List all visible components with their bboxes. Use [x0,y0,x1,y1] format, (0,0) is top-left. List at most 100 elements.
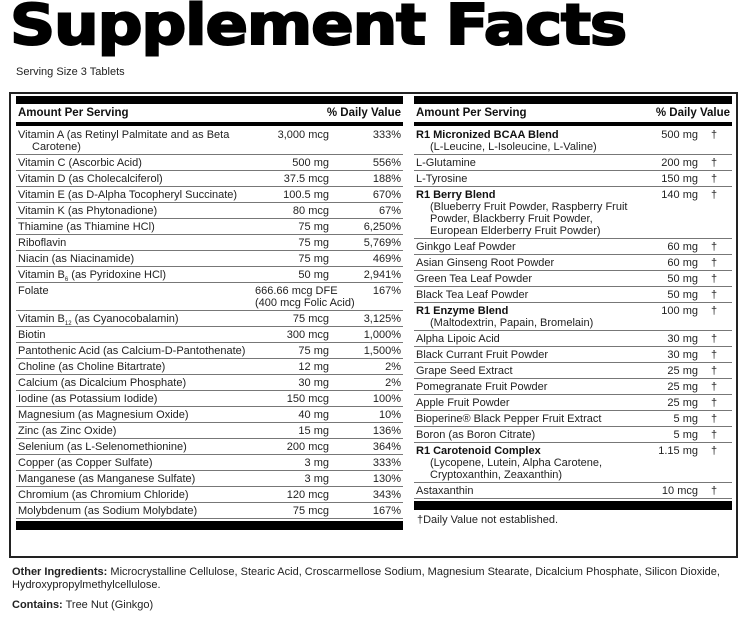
daily-value: 6,250% [363,221,401,233]
dagger-icon: † [710,157,718,169]
amount-value: 15 mg [298,425,329,437]
amount: 140 mg [661,189,698,201]
daily-value: 333% [372,457,401,469]
ingredient-name: L-Tyrosine [416,173,636,185]
nutrient-name: Niacin (as Niacinamide) [18,253,257,265]
name-part: L-Tyrosine [416,173,468,185]
blend-components: (Maltodextrin, Papain, Bromelain) [430,317,594,329]
footnote: †Daily Value not established. [417,514,559,526]
amount: 300 mcg [257,329,329,341]
blends-rows: R1 Micronized BCAA Blend (L-Leucine, L-Is… [414,127,732,499]
table-header: Amount Per Serving % Daily Value [414,104,732,122]
amount: 15 mg [257,425,329,437]
table-row: Black Tea Leaf Powder 50 mg † [414,287,732,303]
daily-value: 67% [378,205,401,217]
name-part: Bioperine® Black Pepper Fruit Extract [416,413,602,425]
table-row: Manganese (as Manganese Sulfate) 3 mg 130% [16,471,403,487]
name-part: Calcium (as Dicalcium Phosphate) [18,377,187,389]
table-row: Folate 666.66 mcg DFE (400 mcg Folic Acid)… [16,283,403,311]
table-row: Vitamin C (Ascorbic Acid) 500 mg 556% [16,155,403,171]
daily-value: 130% [372,473,401,485]
amount-note: (400 mcg Folic Acid) [255,297,355,309]
name-part: Thiamine (as Thiamine HCl) [18,221,155,233]
nutrient-name: Manganese (as Manganese Sulfate) [18,473,257,485]
dagger-icon: † [710,445,718,457]
amount: 30 mg [667,333,698,345]
daily-value: 556% [372,157,401,169]
table-row: Zinc (as Zinc Oxide) 15 mg 136% [16,423,403,439]
other-ingredients-label: Other Ingredients: [12,566,108,578]
vitamins-table: Amount Per Serving % Daily Value Vitamin… [16,96,403,530]
table-row: R1 Micronized BCAA Blend (L-Leucine, L-Is… [414,127,732,155]
table-row: L-Glutamine 200 mg † [414,155,732,171]
daily-value: 364% [372,441,401,453]
ingredient-name: Apple Fruit Powder [416,397,636,409]
name-part: Grape Seed Extract [416,365,513,377]
dagger-icon: † [710,381,718,393]
daily-value: 343% [372,489,401,501]
amount: 12 mg [257,361,329,373]
nutrient-name: Iodine (as Potassium Iodide) [18,393,257,405]
table-row: Pomegranate Fruit Powder 25 mg † [414,379,732,395]
amount-header: Amount Per Serving [18,107,129,119]
amount-value: 100.5 mg [283,189,329,201]
ingredient-name: L-Glutamine [416,157,636,169]
amount: 500 mg [661,129,698,141]
nutrient-name: Vitamin D (as Cholecalciferol) [18,173,257,185]
name-part: Vitamin K (as Phytonadione) [18,205,158,217]
amount-value: 200 mcg [286,441,329,453]
table-header: Amount Per Serving % Daily Value [16,104,403,122]
table-row: R1 Berry Blend (Blueberry Fruit Powder, R… [414,187,732,239]
amount: 50 mg [667,273,698,285]
amount-value: 40 mg [298,409,329,421]
amount-value: 37.5 mcg [283,173,329,185]
table-row: L-Tyrosine 150 mg † [414,171,732,187]
nutrient-name: Calcium (as Dicalcium Phosphate) [18,377,257,389]
subscript: 12 [64,321,72,328]
name-part: Apple Fruit Powder [416,397,510,409]
amount-value: 500 mg [292,157,329,169]
nutrient-name: Vitamin B12 (as Cyanocobalamin) [18,313,257,328]
amount: 100 mg [661,305,698,317]
amount-value: 12 mg [298,361,329,373]
name-part: Biotin [18,329,46,341]
daily-value: 469% [372,253,401,265]
amount: 150 mcg [257,393,329,405]
contains-label: Contains: [12,599,63,611]
amount: 666.66 mcg DFE (400 mcg Folic Acid) [255,285,367,309]
name-part: R1 Micronized BCAA Blend [416,129,559,141]
table-row: Magnesium (as Magnesium Oxide) 40 mg 10% [16,407,403,423]
amount: 40 mg [257,409,329,421]
table-row: Black Currant Fruit Powder 30 mg † [414,347,732,363]
table-row: Biotin 300 mcg 1,000% [16,327,403,343]
amount: 200 mg [661,157,698,169]
amount: 25 mg [667,381,698,393]
amount: 100.5 mg [257,189,329,201]
daily-value: 100% [372,393,401,405]
name-part: R1 Enzyme Blend [416,305,509,317]
dagger-icon: † [710,333,718,345]
amount: 3 mg [257,473,329,485]
name-part: R1 Berry Blend [416,189,496,201]
amount-value: 50 mg [298,269,329,281]
table-row: Vitamin A (as Retinyl Palmitate and as B… [16,127,403,155]
amount-value: 3 mg [304,473,329,485]
amount: 25 mg [667,397,698,409]
divider [414,96,732,104]
ingredient-name: Pomegranate Fruit Powder [416,381,636,393]
amount: 3 mg [257,457,329,469]
amount: 150 mg [661,173,698,185]
divider [16,96,403,104]
name-part: Niacin (as Niacinamide) [18,253,135,265]
name-part: Ginkgo Leaf Powder [416,241,516,253]
page-title: Supplement Facts [9,0,628,58]
amount: 120 mcg [257,489,329,501]
nutrient-name: Vitamin K (as Phytonadione) [18,205,257,217]
amount-value: 120 mcg [286,489,329,501]
amount-value: 300 mcg [286,329,329,341]
nutrient-name: Copper (as Copper Sulfate) [18,457,257,469]
amount: 60 mg [667,241,698,253]
ingredient-name: R1 Carotenoid Complex (Lycopene, Lutein, … [416,445,636,481]
contains-text: Tree Nut (Ginkgo) [62,599,154,611]
table-row: Molybdenum (as Sodium Molybdate) 75 mcg 16… [16,503,403,519]
